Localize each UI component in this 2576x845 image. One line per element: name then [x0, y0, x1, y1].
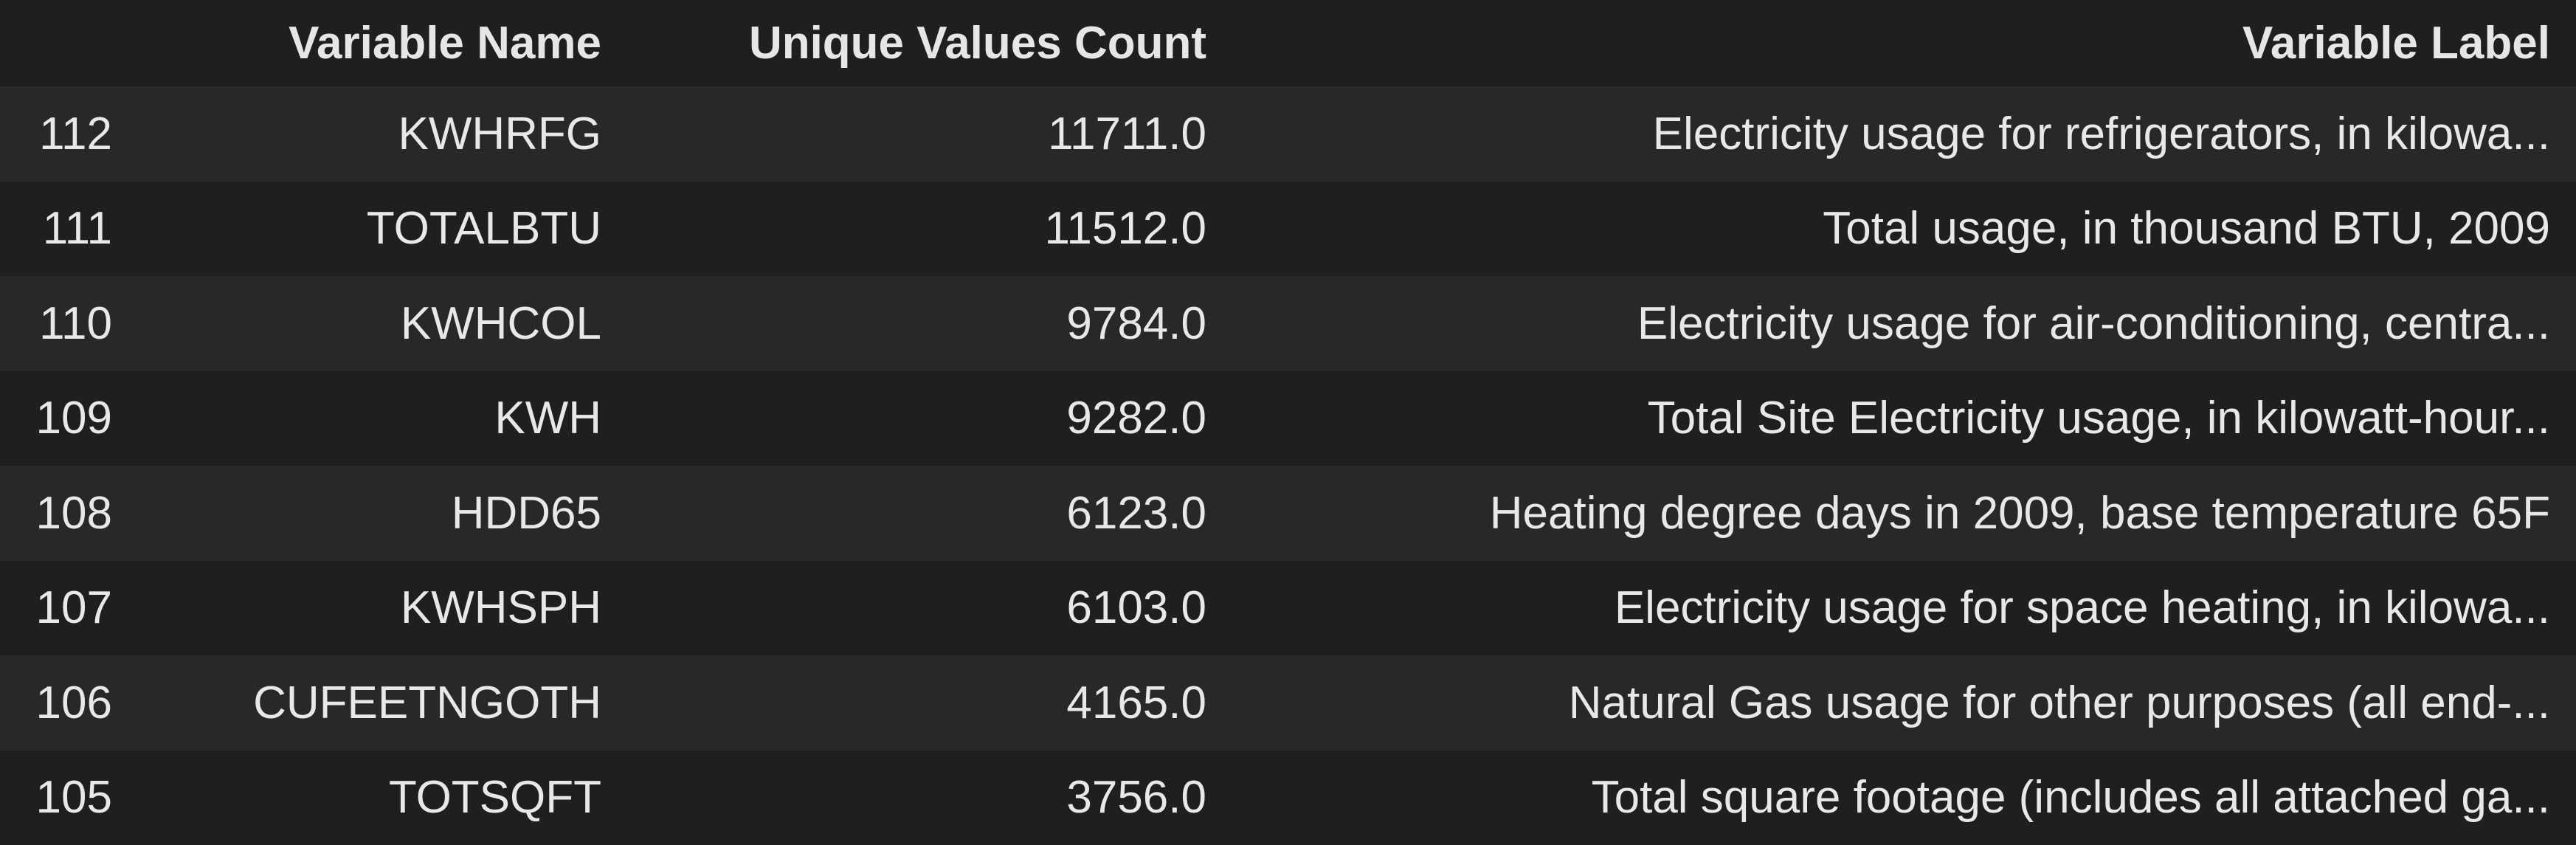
- variable-label-cell: Total square footage (includes all attac…: [1591, 772, 2550, 824]
- table-row: 110 KWHCOL 9784.0 Electricity usage for …: [0, 276, 2576, 371]
- row-index: 109: [35, 393, 112, 444]
- index-column-header: [0, 0, 125, 86]
- variable-name-cell: KWH: [494, 393, 601, 444]
- row-index: 108: [35, 487, 112, 539]
- variable-label-column-header: Variable Label: [2242, 18, 2550, 69]
- unique-values-count-column-header: Unique Values Count: [748, 18, 1206, 69]
- row-index: 105: [35, 772, 112, 824]
- variable-name-cell: CUFEETNGOTH: [253, 677, 601, 728]
- table-row: 109 KWH 9282.0 Total Site Electricity us…: [0, 370, 2576, 466]
- row-index: 111: [42, 203, 112, 255]
- unique-values-count-cell: 11512.0: [1044, 203, 1206, 255]
- unique-values-count-cell: 3756.0: [1066, 772, 1206, 824]
- table-row: 112 KWHRFG 11711.0 Electricity usage for…: [0, 86, 2576, 182]
- row-index: 106: [35, 677, 112, 728]
- table-row: 106 CUFEETNGOTH 4165.0 Natural Gas usage…: [0, 655, 2576, 751]
- variable-label-cell: Natural Gas usage for other purposes (al…: [1568, 677, 2550, 728]
- variable-label-cell: Electricity usage for space heating, in …: [1614, 582, 2550, 634]
- table-body: 112 KWHRFG 11711.0 Electricity usage for…: [0, 86, 2576, 845]
- variable-label-cell: Electricity usage for refrigerators, in …: [1652, 108, 2550, 159]
- variable-name-cell: KWHCOL: [400, 297, 601, 349]
- table-row: 108 HDD65 6123.0 Heating degree days in …: [0, 466, 2576, 561]
- unique-values-count-cell: 6103.0: [1066, 582, 1206, 634]
- row-index: 112: [39, 108, 112, 159]
- unique-values-count-cell: 6123.0: [1066, 487, 1206, 539]
- variable-label-cell: Total Site Electricity usage, in kilowat…: [1647, 393, 2550, 444]
- unique-values-count-cell: 4165.0: [1066, 677, 1206, 728]
- table-header: Variable Name Unique Values Count Variab…: [0, 0, 2576, 86]
- table-row: 105 TOTSQFT 3756.0 Total square footage …: [0, 750, 2576, 845]
- variable-name-cell: TOTALBTU: [366, 203, 601, 255]
- header-row: Variable Name Unique Values Count Variab…: [0, 0, 2576, 86]
- row-index: 110: [39, 297, 112, 349]
- variable-name-cell: TOTSQFT: [388, 772, 601, 824]
- unique-values-count-cell: 9282.0: [1066, 393, 1206, 444]
- table-row: 107 KWHSPH 6103.0 Electricity usage for …: [0, 560, 2576, 655]
- row-index: 107: [35, 582, 112, 634]
- variable-label-cell: Heating degree days in 2009, base temper…: [1489, 487, 2550, 539]
- table-row: 111 TOTALBTU 11512.0 Total usage, in tho…: [0, 181, 2576, 276]
- variable-label-cell: Electricity usage for air-conditioning, …: [1637, 297, 2550, 349]
- variable-name-column-header: Variable Name: [289, 18, 601, 69]
- unique-values-count-cell: 11711.0: [1048, 108, 1206, 159]
- variable-name-cell: KWHSPH: [400, 582, 601, 634]
- variable-name-cell: KWHRFG: [398, 108, 601, 159]
- unique-values-count-cell: 9784.0: [1066, 297, 1206, 349]
- variable-name-cell: HDD65: [451, 487, 601, 539]
- variable-label-cell: Total usage, in thousand BTU, 2009: [1823, 203, 2550, 255]
